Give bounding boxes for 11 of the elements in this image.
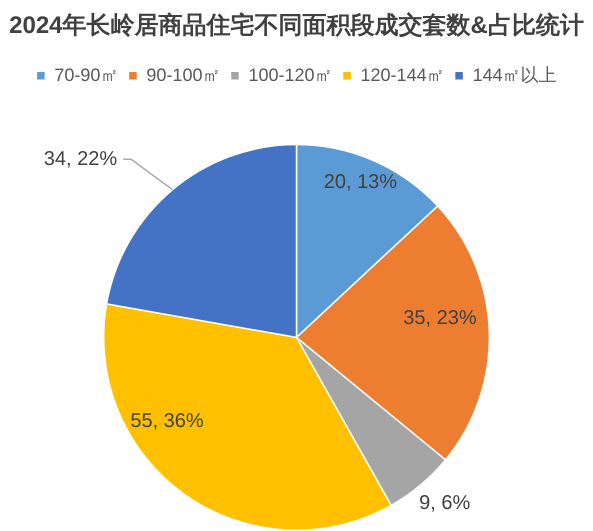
- data-label: 20, 13%: [324, 170, 398, 193]
- legend-label: 120-144㎡: [360, 64, 445, 85]
- legend-label: 70-90㎡: [54, 64, 118, 85]
- legend-label: 90-100㎡: [146, 64, 220, 85]
- data-label: 34, 22%: [44, 148, 118, 170]
- data-label: 35, 23%: [403, 307, 477, 330]
- legend-label: 100-120㎡: [248, 64, 333, 85]
- data-label: 55, 36%: [130, 410, 204, 432]
- chart-title: 2024年长岭居商品住宅不同面积段成交套数&占比统计: [9, 11, 584, 40]
- data-label: 9, 6%: [419, 492, 471, 514]
- legend-label: 144㎡以上: [472, 64, 557, 85]
